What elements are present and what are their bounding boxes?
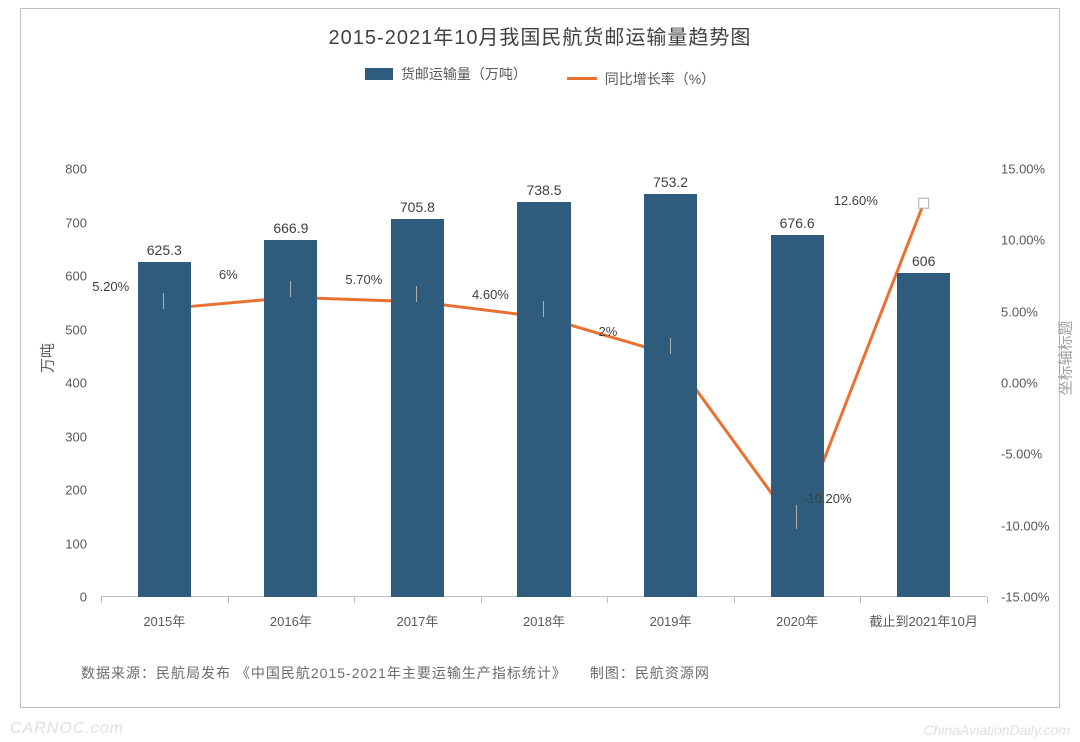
watermark-right: ChinaAviationDaily.com [923, 722, 1070, 738]
bar-value-label: 676.6 [780, 215, 815, 231]
y-right-tick: 15.00% [991, 162, 1059, 177]
legend-line: 同比增长率（%） [567, 69, 715, 89]
y-right-tick: 0.00% [991, 376, 1059, 391]
plot-area: 625.3666.9705.8738.5753.2676.66065.20%6%… [101, 169, 987, 597]
watermark-left: CARNOC.com [10, 720, 124, 738]
x-category: 2015年 [143, 611, 185, 630]
bar [264, 240, 317, 597]
y-left-tick: 600 [21, 269, 97, 284]
bar [644, 194, 697, 597]
y-left-tick: 100 [21, 536, 97, 551]
legend-line-swatch [567, 77, 597, 80]
line-value-label: 5.20% [92, 279, 129, 294]
x-category: 2016年 [270, 611, 312, 630]
bar [897, 273, 950, 597]
y-right-tick: -5.00% [991, 447, 1059, 462]
bar-value-label: 606 [912, 253, 935, 269]
line-end-marker [919, 198, 929, 208]
legend-line-label: 同比增长率（%） [605, 69, 715, 89]
y-left-tick: 200 [21, 483, 97, 498]
x-category: 2017年 [396, 611, 438, 630]
y-right-axis: -15.00%-10.00%-5.00%0.00%5.00%10.00%15.0… [991, 169, 1059, 597]
y-left-axis: 0100200300400500600700800 [21, 169, 97, 597]
y-right-tick: 5.00% [991, 304, 1059, 319]
legend-bar: 货邮运输量（万吨） [365, 64, 527, 84]
y-right-tick: -15.00% [991, 590, 1059, 605]
x-category: 截止到2021年10月 [870, 611, 978, 630]
legend-bar-label: 货邮运输量（万吨） [401, 64, 527, 84]
x-category: 2018年 [523, 611, 565, 630]
bar [771, 235, 824, 597]
legend: 货邮运输量（万吨） 同比增长率（%） [21, 64, 1059, 89]
bar-value-label: 753.2 [653, 174, 688, 190]
line-value-label: 5.70% [345, 272, 382, 287]
chart-title: 2015-2021年10月我国民航货邮运输量趋势图 [21, 21, 1059, 50]
chart-container: 2015-2021年10月我国民航货邮运输量趋势图 货邮运输量（万吨） 同比增长… [20, 8, 1060, 708]
y-left-tick: 0 [21, 590, 97, 605]
bar [517, 202, 570, 597]
bar-value-label: 666.9 [273, 220, 308, 236]
line-value-label: 6% [219, 267, 238, 282]
y-left-tick: 800 [21, 162, 97, 177]
y-right-tick: -10.00% [991, 518, 1059, 533]
source-text: 数据来源：民航局发布 《中国民航2015-2021年主要运输生产指标统计》 制图… [81, 663, 710, 683]
y-right-tick: 10.00% [991, 233, 1059, 248]
x-axis: 2015年 2016年 2017年 2018年 2019年 2020年 截止到2021年10… [101, 603, 987, 637]
bar [391, 219, 444, 597]
y-left-tick: 700 [21, 215, 97, 230]
bar-value-label: 705.8 [400, 199, 435, 215]
line-value-label: 2% [599, 324, 618, 339]
bar-value-label: 738.5 [526, 182, 561, 198]
bar-value-label: 625.3 [147, 242, 182, 258]
line-value-label: 12.60% [834, 193, 878, 208]
x-category: 2019年 [650, 611, 692, 630]
bar [138, 262, 191, 597]
y-left-tick: 500 [21, 322, 97, 337]
line-value-label: -10.20% [803, 491, 851, 506]
line-value-label: 4.60% [472, 287, 509, 302]
y-left-tick: 300 [21, 429, 97, 444]
legend-bar-swatch [365, 68, 393, 80]
y-left-tick: 400 [21, 376, 97, 391]
x-category: 2020年 [776, 611, 818, 630]
